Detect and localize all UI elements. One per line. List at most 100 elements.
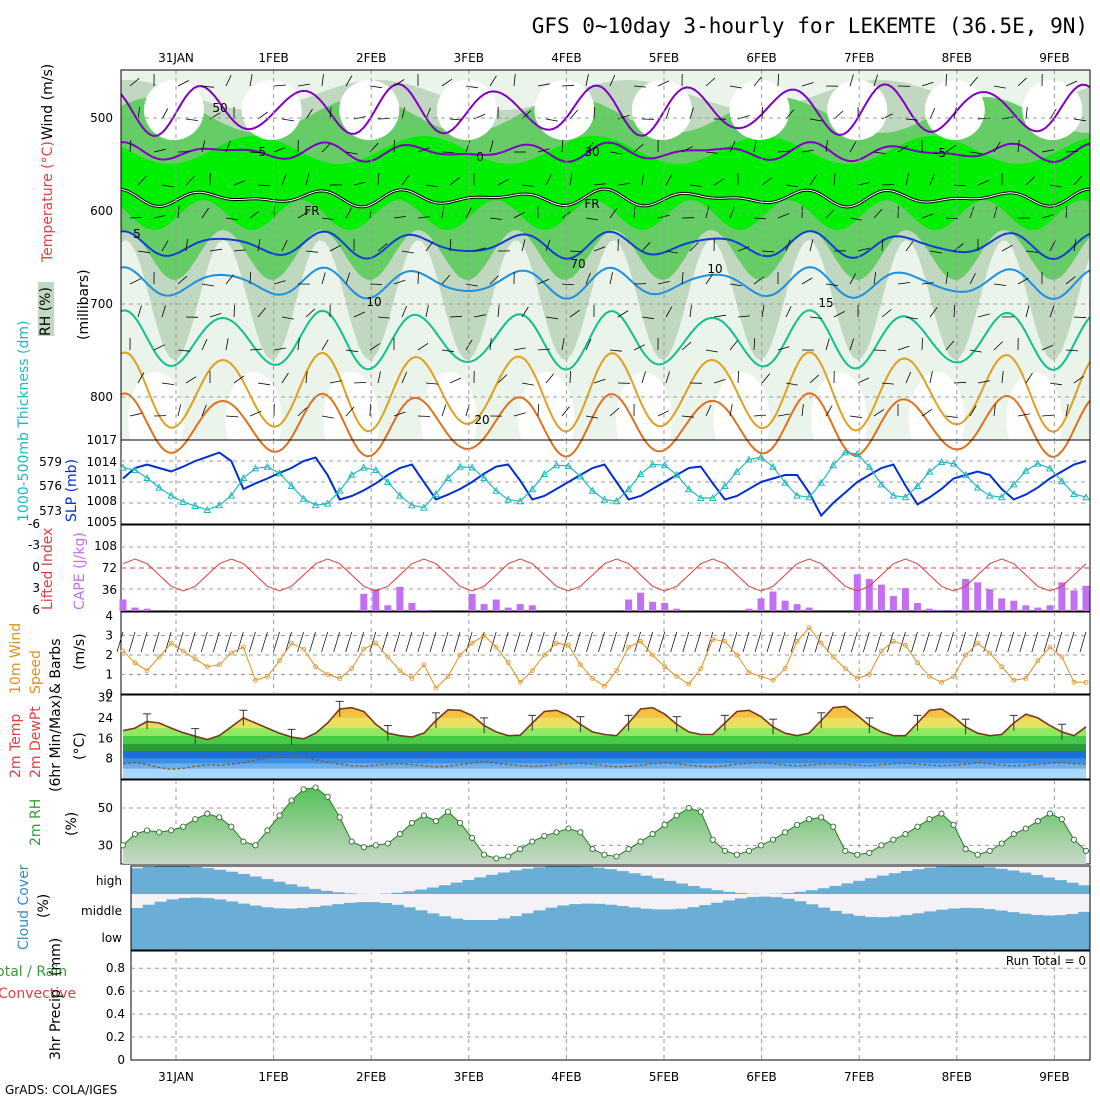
thickness-point	[925, 467, 934, 475]
wind-barb	[1073, 316, 1087, 319]
wind-barb	[257, 239, 261, 252]
wind-barb	[329, 245, 341, 252]
date-label-bottom: 31JAN	[158, 1070, 194, 1084]
thickness-point	[961, 470, 970, 478]
wind-barb	[161, 108, 169, 120]
cloud-low-cell	[1007, 922, 1020, 950]
dry-aloft	[1022, 80, 1083, 140]
wind-barb	[761, 177, 772, 186]
thickness-point	[793, 491, 801, 499]
wind-barb	[929, 371, 933, 384]
cloud-low-cell	[284, 922, 298, 950]
wind-barb	[777, 213, 790, 219]
thickness-point	[684, 485, 693, 493]
cloud-high-cell	[509, 870, 523, 894]
cape-bar	[408, 603, 416, 611]
wind-barb	[801, 149, 814, 153]
wind-barb	[633, 205, 636, 219]
cloud-low-cell	[1054, 922, 1067, 950]
wind10-point	[842, 666, 848, 671]
rh2m-panel: 50 30 2m RH (%)	[28, 779, 1091, 865]
thickness-point	[733, 467, 741, 475]
wind-barb	[449, 177, 460, 186]
rh2m-point	[192, 816, 199, 823]
wind-barb	[881, 238, 884, 252]
wind-barb	[441, 274, 451, 285]
wind10-barb	[285, 631, 292, 653]
dry-plume	[420, 372, 477, 468]
dry-aloft	[827, 80, 888, 140]
cloud-middle-cell	[273, 908, 286, 922]
cloud-high-cell	[533, 867, 546, 894]
thickness-point	[167, 491, 176, 499]
thickness-point	[1058, 477, 1066, 485]
dry-aloft	[632, 80, 692, 140]
wind10-barb	[140, 631, 148, 653]
rh2m-point	[324, 793, 331, 800]
wind10-label-3: & Barbs	[48, 639, 64, 695]
wind10-point	[132, 660, 138, 666]
cloud-middle-cell	[640, 908, 653, 922]
cloud-middle-cell	[865, 917, 878, 922]
thickness-point	[696, 493, 705, 501]
thickness-point	[504, 495, 513, 503]
wind-barb	[137, 175, 147, 186]
temp-contour-15	[120, 309, 1091, 372]
date-label-top: 7FEB	[844, 51, 874, 65]
wind-barb	[441, 404, 447, 417]
dry-plume	[323, 372, 380, 468]
wind-barb	[777, 150, 791, 153]
rh2m-point	[336, 814, 343, 821]
footer: GrADS: COLA/IGES	[5, 1083, 117, 1097]
cloud-high-cell	[592, 867, 605, 894]
wind-barb	[369, 343, 381, 351]
wind-barb	[201, 207, 210, 219]
wind10-barb	[622, 631, 629, 653]
wind10-tick: 1	[105, 667, 113, 681]
wind10-point	[252, 677, 258, 683]
rh2m-units: (%)	[64, 812, 80, 836]
wind10-barb	[790, 631, 798, 653]
wind-barb	[129, 139, 132, 153]
cloud-high-cell	[131, 868, 144, 894]
wind-barb	[873, 208, 883, 219]
cape-bar	[1082, 585, 1090, 611]
wind10-point	[361, 646, 367, 652]
wind-barb	[897, 145, 909, 153]
wind10-point	[1047, 644, 1053, 650]
lifted-tick: 6	[32, 603, 40, 617]
wind-barb	[545, 373, 555, 384]
cloud-low-cell	[971, 922, 984, 950]
rh2m-point	[144, 827, 151, 834]
cloud-low-cell	[308, 922, 321, 950]
wind-barb	[969, 349, 982, 353]
wind-barb	[545, 239, 551, 252]
minmax-label: (6hr Min/Max)	[48, 695, 64, 792]
thickness-point	[155, 483, 163, 491]
cape-bar	[986, 589, 994, 611]
rh2m-point	[432, 818, 440, 825]
wind10-panel: 4 3 2 1 0 10m Wind Speed & Barbs (m/s)	[8, 609, 1091, 701]
lifted-tick: 3	[32, 581, 40, 595]
cloud-low-cell	[237, 922, 250, 950]
wind-barb	[225, 274, 234, 285]
wind10-point	[493, 644, 499, 650]
cape-bar	[950, 609, 958, 611]
cloud-low-cell	[628, 922, 641, 950]
cloud-low-cell	[770, 922, 783, 950]
cloud-middle-cell	[450, 918, 463, 922]
wind-barb	[753, 337, 756, 351]
wind10-barb	[128, 631, 136, 653]
cloud-middle-cell	[1066, 914, 1079, 922]
wind-barb	[825, 405, 833, 417]
wind-barb	[521, 306, 529, 318]
wind-barb	[497, 178, 509, 186]
wind-barb	[633, 143, 644, 153]
date-label-bottom: 7FEB	[844, 1070, 874, 1084]
cape-bar	[1046, 605, 1054, 611]
cloud-high-cell	[936, 866, 949, 894]
cloud-middle-cell	[829, 910, 842, 922]
cloud-low-cell	[1066, 922, 1079, 950]
wind-barb	[825, 283, 838, 286]
dry-plume	[128, 372, 184, 468]
